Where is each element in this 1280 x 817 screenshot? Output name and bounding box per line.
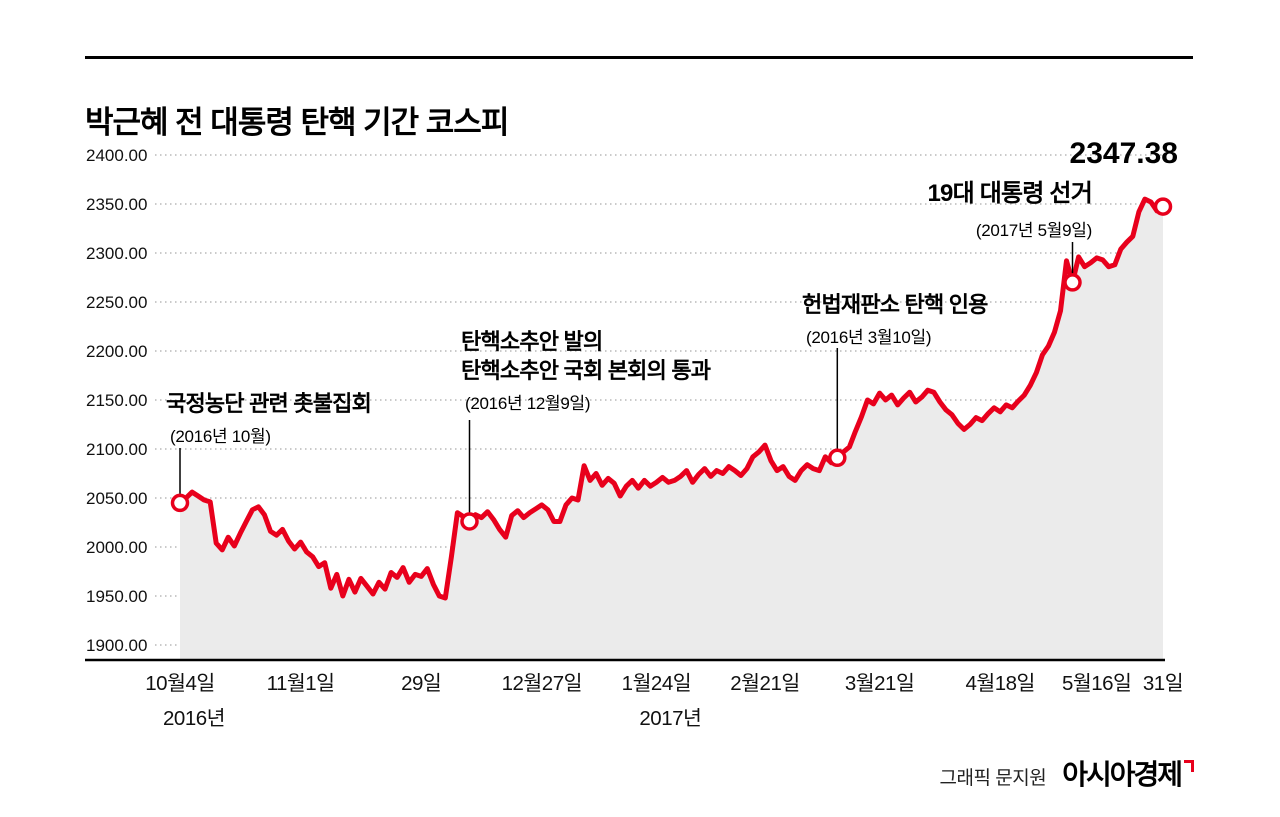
x-axis-tick-label: 3월21일 [845,672,914,695]
y-axis-tick-label: 2100.00 [86,440,147,459]
annotation-text: 국정농단 관련 촛불집회 [166,391,372,416]
annotation-date: (2016년 12월9일) [465,394,591,414]
event-marker-circle [1153,197,1173,216]
event-marker-circle [828,448,847,468]
x-axis-tick-label: 4월18일 [965,672,1034,695]
y-axis-tick-label: 2050.00 [86,489,147,508]
x-axis-tick-label: 29일 [401,672,441,695]
y-axis-tick-label: 2250.00 [86,293,147,312]
area-fill [180,199,1163,660]
annotation-date: (2017년 5월9일) [975,220,1092,240]
annotation-date: (2016년 3월10일) [806,328,932,348]
annotation-presidential-election: 19대 대통령 선거 (2017년 5월9일) [927,178,1092,241]
x-axis-tick-label: 11월1일 [267,672,335,695]
brand-red-mark-icon [1184,760,1194,772]
y-axis-tick-label: 2400.00 [86,146,147,165]
event-marker-circle [170,493,190,513]
annotation-impeachment-motion: 탄핵소추안 발의 탄핵소추안 국회 본회의 통과 (2016년 12월9일) [461,327,711,414]
annotation-text: 헌법재판소 탄핵 인용 [802,292,988,317]
event-marker-circle [460,512,479,531]
y-axis-tick-label: 2000.00 [86,538,147,557]
page-title: 박근혜 전 대통령 탄핵 기간 코스피 [85,104,509,140]
annotation-text: 19대 대통령 선거 [927,180,1092,207]
x-axis-tick-label: 5월16일 [1062,672,1131,695]
annotation-court-ruling: 헌법재판소 탄핵 인용 (2016년 3월10일) [802,290,988,348]
annotation-text: 탄핵소추안 발의 [461,329,603,354]
y-axis-tick-label: 1900.00 [86,636,147,655]
y-axis-tick-label: 2300.00 [86,244,147,263]
x-axis-year-label: 2016년 [163,707,225,730]
x-axis-tick-label: 31일 [1143,672,1183,695]
annotation-text: 탄핵소추안 국회 본회의 통과 [461,358,711,384]
y-axis-tick-label: 2150.00 [86,391,147,410]
x-axis-tick-label: 2월21일 [730,672,799,695]
x-axis-tick-label: 10월4일 [145,672,214,695]
x-axis-year-label: 2017년 [639,707,701,730]
graphic-credit: 그래픽 문지원 [939,768,1047,789]
annotation-date: (2016년 10월) [170,427,271,447]
x-axis-tick-label: 1월24일 [622,672,691,695]
annotation-candlelight-rally: 국정농단 관련 촛불집회 (2016년 10월) [166,389,372,447]
footer-credit: 그래픽 문지원 아시아경제 [940,753,1194,793]
x-axis-tick-label: 12월27일 [502,672,582,695]
brand-logo: 아시아경제 [1062,753,1194,793]
y-axis-tick-label: 2200.00 [86,342,147,361]
event-marker-circle [1063,273,1082,292]
kospi-series-line [177,196,1166,601]
final-value-label: 2347.38 [1069,137,1178,170]
y-axis-tick-label: 1950.00 [86,587,147,606]
y-axis-tick-label: 2350.00 [86,195,147,214]
header-divider [85,56,1193,59]
